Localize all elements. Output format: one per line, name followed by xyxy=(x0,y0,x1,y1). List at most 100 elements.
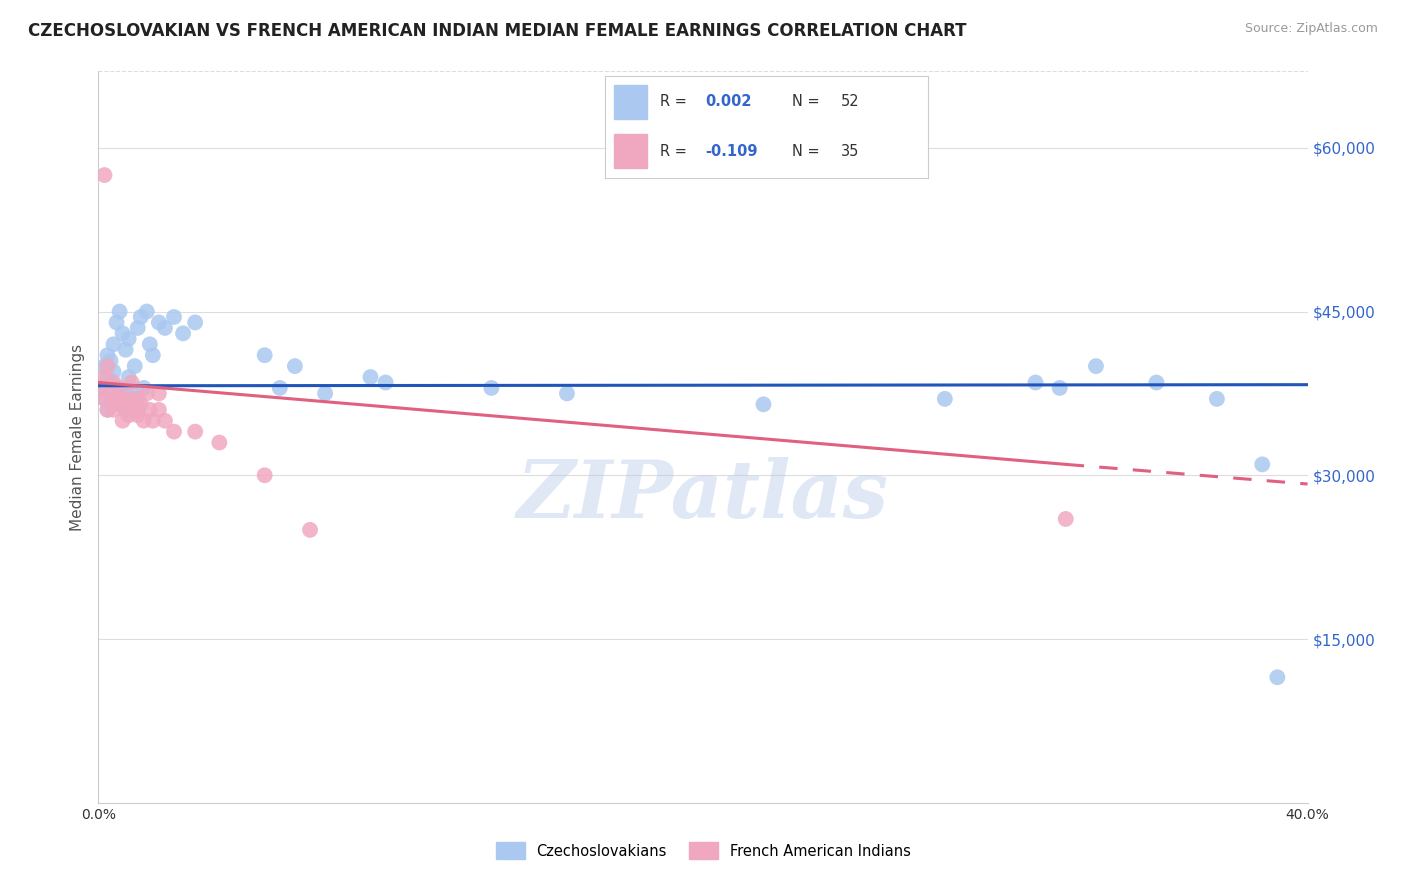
Point xyxy=(127,321,149,335)
Point xyxy=(121,376,143,390)
Point xyxy=(132,414,155,428)
Point xyxy=(148,315,170,329)
Point xyxy=(103,402,125,417)
Point xyxy=(93,359,115,373)
Text: -0.109: -0.109 xyxy=(704,144,758,159)
Point xyxy=(139,337,162,351)
Point xyxy=(1054,512,1077,526)
Point xyxy=(108,304,131,318)
Point xyxy=(90,381,112,395)
Point xyxy=(360,370,382,384)
Point xyxy=(1251,458,1274,472)
Point xyxy=(108,381,131,395)
Point xyxy=(184,425,207,439)
Point xyxy=(153,321,176,335)
Point xyxy=(314,386,336,401)
Point xyxy=(111,414,134,428)
Point xyxy=(127,409,149,423)
Point xyxy=(124,402,146,417)
Y-axis label: Median Female Earnings: Median Female Earnings xyxy=(69,343,84,531)
Text: ZIPatlas: ZIPatlas xyxy=(517,457,889,534)
Text: N =: N = xyxy=(792,95,824,110)
Point xyxy=(105,392,128,406)
Point xyxy=(148,386,170,401)
Point xyxy=(96,359,118,373)
Point xyxy=(142,348,165,362)
Point xyxy=(184,315,207,329)
Point xyxy=(114,386,136,401)
Point xyxy=(93,370,115,384)
Point xyxy=(129,397,152,411)
Point xyxy=(934,392,956,406)
Text: Source: ZipAtlas.com: Source: ZipAtlas.com xyxy=(1244,22,1378,36)
Point xyxy=(1267,670,1289,684)
Point xyxy=(118,409,141,423)
Point xyxy=(208,435,231,450)
Point xyxy=(111,326,134,341)
Point xyxy=(142,414,165,428)
Text: 35: 35 xyxy=(841,144,859,159)
Text: CZECHOSLOVAKIAN VS FRENCH AMERICAN INDIAN MEDIAN FEMALE EARNINGS CORRELATION CHA: CZECHOSLOVAKIAN VS FRENCH AMERICAN INDIA… xyxy=(28,22,966,40)
Point xyxy=(153,414,176,428)
Point xyxy=(100,386,122,401)
Point xyxy=(100,376,122,390)
Text: 52: 52 xyxy=(841,95,859,110)
Point xyxy=(284,359,307,373)
Point xyxy=(105,315,128,329)
Point xyxy=(481,381,503,395)
Point xyxy=(90,381,112,395)
Point xyxy=(299,523,322,537)
Point xyxy=(103,376,125,390)
Point xyxy=(93,392,115,406)
Point xyxy=(96,402,118,417)
Text: N =: N = xyxy=(792,144,824,159)
Point xyxy=(114,402,136,417)
Point xyxy=(114,343,136,357)
Point xyxy=(93,168,115,182)
Point xyxy=(1144,376,1167,390)
Point xyxy=(269,381,291,395)
Point xyxy=(105,381,128,395)
Point xyxy=(253,468,276,483)
Point xyxy=(100,353,122,368)
Point xyxy=(103,365,125,379)
Point xyxy=(103,392,125,406)
Point xyxy=(127,392,149,406)
Point xyxy=(103,337,125,351)
Point xyxy=(96,402,118,417)
Point xyxy=(124,392,146,406)
Point xyxy=(1085,359,1108,373)
Point xyxy=(108,397,131,411)
Point xyxy=(108,397,131,411)
Point xyxy=(163,310,186,324)
Point xyxy=(135,386,157,401)
Point xyxy=(172,326,194,341)
Point xyxy=(1206,392,1229,406)
Point xyxy=(93,392,115,406)
Point xyxy=(1049,381,1071,395)
Point xyxy=(96,370,118,384)
Point xyxy=(118,332,141,346)
Point xyxy=(163,425,186,439)
Point xyxy=(129,310,152,324)
Bar xyxy=(614,135,647,168)
Point xyxy=(752,397,775,411)
Bar xyxy=(614,85,647,119)
Text: R =: R = xyxy=(659,144,692,159)
Point xyxy=(124,359,146,373)
Legend: Czechoslovakians, French American Indians: Czechoslovakians, French American Indian… xyxy=(489,837,917,865)
Point xyxy=(135,304,157,318)
Point xyxy=(253,348,276,362)
Text: R =: R = xyxy=(659,95,692,110)
Point xyxy=(132,381,155,395)
Point xyxy=(127,402,149,417)
Point xyxy=(118,370,141,384)
Point xyxy=(111,392,134,406)
Point xyxy=(121,381,143,395)
Point xyxy=(139,402,162,417)
Point xyxy=(96,348,118,362)
Point xyxy=(555,386,578,401)
Point xyxy=(121,392,143,406)
Point xyxy=(1024,376,1046,390)
Text: 0.002: 0.002 xyxy=(704,95,751,110)
